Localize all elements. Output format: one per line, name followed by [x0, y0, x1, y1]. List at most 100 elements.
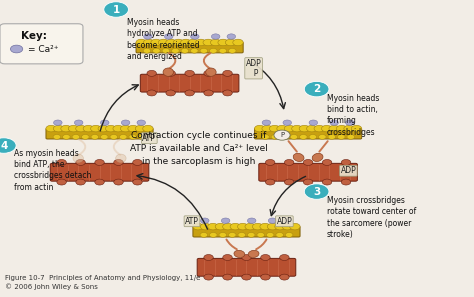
Circle shape [267, 223, 278, 230]
Circle shape [133, 179, 142, 185]
Circle shape [208, 223, 218, 230]
Circle shape [0, 138, 16, 153]
Circle shape [215, 223, 226, 230]
Circle shape [129, 135, 137, 139]
Circle shape [351, 125, 362, 132]
Circle shape [114, 159, 123, 165]
Circle shape [329, 125, 339, 132]
Circle shape [274, 130, 290, 140]
Circle shape [128, 125, 138, 132]
Circle shape [247, 218, 256, 223]
Circle shape [261, 255, 270, 260]
Circle shape [137, 120, 146, 125]
Circle shape [173, 39, 183, 46]
Circle shape [225, 39, 236, 46]
Circle shape [284, 159, 294, 165]
Circle shape [166, 70, 175, 76]
Circle shape [54, 125, 64, 132]
Circle shape [266, 233, 274, 237]
Circle shape [303, 179, 313, 185]
Text: = Ca²⁺: = Ca²⁺ [28, 45, 59, 53]
Circle shape [201, 218, 209, 223]
Circle shape [237, 223, 248, 230]
Circle shape [53, 135, 61, 139]
Circle shape [281, 135, 288, 139]
Circle shape [54, 120, 62, 125]
Circle shape [211, 34, 220, 39]
Circle shape [219, 48, 227, 53]
FancyBboxPatch shape [259, 163, 357, 181]
Circle shape [262, 135, 269, 139]
Circle shape [233, 39, 243, 46]
Circle shape [238, 233, 246, 237]
Circle shape [218, 39, 228, 46]
Circle shape [204, 255, 213, 260]
Circle shape [230, 223, 240, 230]
Circle shape [304, 81, 329, 97]
Circle shape [76, 159, 85, 165]
Circle shape [309, 135, 317, 139]
Circle shape [314, 125, 325, 132]
Circle shape [261, 274, 270, 280]
Circle shape [91, 135, 99, 139]
Circle shape [138, 135, 146, 139]
Circle shape [135, 125, 146, 132]
Circle shape [191, 48, 198, 53]
FancyBboxPatch shape [197, 258, 296, 276]
Circle shape [303, 159, 313, 165]
FancyBboxPatch shape [255, 128, 362, 139]
Circle shape [153, 48, 160, 53]
Ellipse shape [206, 68, 216, 76]
Circle shape [299, 125, 310, 132]
Circle shape [280, 274, 289, 280]
Circle shape [57, 179, 66, 185]
Circle shape [143, 125, 153, 132]
Circle shape [203, 39, 213, 46]
Circle shape [210, 39, 221, 46]
Circle shape [284, 125, 295, 132]
Circle shape [151, 39, 161, 46]
Circle shape [172, 48, 179, 53]
Circle shape [265, 179, 275, 185]
Circle shape [82, 135, 89, 139]
Ellipse shape [163, 68, 173, 76]
FancyBboxPatch shape [46, 128, 153, 139]
Circle shape [91, 125, 101, 132]
Circle shape [283, 120, 292, 125]
Circle shape [227, 34, 236, 39]
Circle shape [196, 39, 206, 46]
Circle shape [110, 135, 118, 139]
Text: Key:: Key: [21, 31, 47, 41]
Circle shape [285, 233, 293, 237]
Circle shape [275, 223, 285, 230]
Circle shape [330, 120, 338, 125]
Circle shape [76, 125, 86, 132]
Circle shape [57, 159, 66, 165]
Circle shape [242, 255, 251, 260]
Circle shape [193, 223, 203, 230]
Text: ADP: ADP [340, 166, 356, 175]
Circle shape [223, 223, 233, 230]
Circle shape [292, 125, 302, 132]
Circle shape [284, 179, 294, 185]
Circle shape [83, 125, 93, 132]
Circle shape [61, 125, 71, 132]
Text: ADP: ADP [276, 217, 292, 226]
FancyBboxPatch shape [0, 24, 83, 64]
Ellipse shape [248, 250, 259, 257]
Circle shape [262, 120, 271, 125]
Circle shape [164, 34, 173, 39]
Circle shape [221, 218, 230, 223]
Circle shape [276, 233, 283, 237]
Circle shape [136, 39, 146, 46]
Circle shape [144, 39, 154, 46]
Circle shape [106, 125, 116, 132]
Ellipse shape [293, 153, 304, 162]
Circle shape [100, 120, 109, 125]
Circle shape [223, 274, 232, 280]
Text: Myosin heads
hydrolyze ATP and
become reoriented
and energized: Myosin heads hydrolyze ATP and become re… [127, 18, 199, 61]
Circle shape [253, 223, 263, 230]
Circle shape [304, 184, 329, 199]
Circle shape [228, 233, 236, 237]
Circle shape [265, 159, 275, 165]
